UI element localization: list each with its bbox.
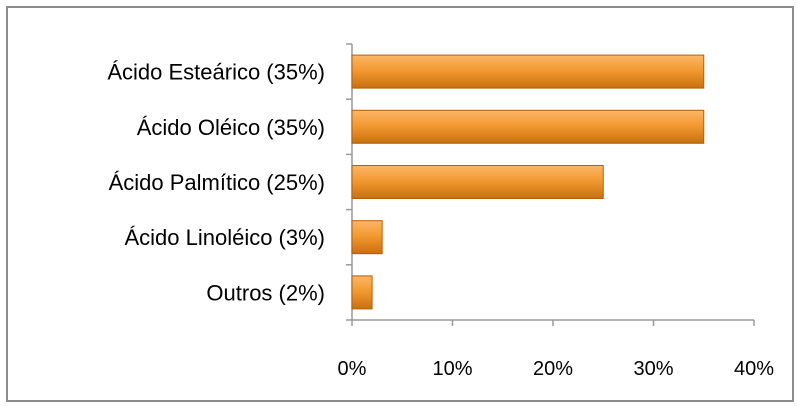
- category-label: Ácido Palmítico (25%): [109, 170, 325, 195]
- bar: [351, 54, 705, 89]
- category-label: Ácido Linoléico (3%): [124, 225, 325, 250]
- category-labels: Ácido Esteárico (35%) Ácido Oléico (35%) Á…: [107, 60, 325, 306]
- bar: [351, 275, 373, 310]
- bar: [351, 109, 705, 144]
- x-tick-label: 20%: [533, 358, 573, 380]
- category-label: Outros (2%): [206, 280, 325, 305]
- x-tick-label: 40%: [734, 358, 774, 380]
- x-tick-label: 30%: [633, 358, 673, 380]
- bars: [351, 54, 705, 310]
- x-tick-label: 0%: [338, 358, 367, 380]
- category-label: Ácido Esteárico (35%): [107, 60, 325, 85]
- x-tick-label: 10%: [432, 358, 472, 380]
- category-label: Ácido Oléico (35%): [137, 115, 325, 140]
- bar: [351, 165, 604, 199]
- x-tick-labels: 0% 10% 20% 30% 40%: [338, 358, 775, 380]
- bar: [351, 220, 383, 255]
